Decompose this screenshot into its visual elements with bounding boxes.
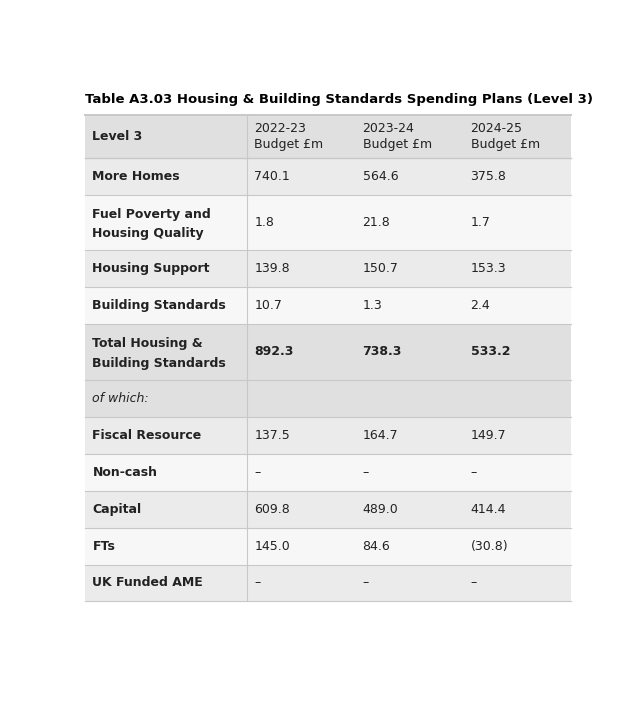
Text: Table A3.03 Housing & Building Standards Spending Plans (Level 3): Table A3.03 Housing & Building Standards… <box>84 93 593 106</box>
Text: 2.4: 2.4 <box>470 299 490 312</box>
Text: Budget £m: Budget £m <box>470 138 540 150</box>
Text: of which:: of which: <box>92 391 149 405</box>
Bar <box>84 115 572 158</box>
Bar <box>84 380 572 416</box>
Text: Budget £m: Budget £m <box>362 138 431 150</box>
Text: Total Housing &: Total Housing & <box>92 337 203 350</box>
Bar <box>84 195 572 250</box>
Text: 2023-24: 2023-24 <box>362 122 414 135</box>
Text: 375.8: 375.8 <box>470 170 506 183</box>
Text: –: – <box>362 577 369 590</box>
Text: 740.1: 740.1 <box>255 170 290 183</box>
Bar <box>84 250 572 287</box>
Text: Building Standards: Building Standards <box>92 356 226 369</box>
Text: 139.8: 139.8 <box>255 262 290 275</box>
Text: 1.7: 1.7 <box>470 216 490 229</box>
Text: 10.7: 10.7 <box>255 299 282 312</box>
Text: Capital: Capital <box>92 503 141 515</box>
Text: More Homes: More Homes <box>92 170 180 183</box>
Bar <box>84 565 572 602</box>
Text: Building Standards: Building Standards <box>92 299 226 312</box>
Text: –: – <box>255 466 260 478</box>
Bar <box>84 491 572 528</box>
Text: 489.0: 489.0 <box>362 503 398 515</box>
Text: –: – <box>255 577 260 590</box>
Text: 2024-25: 2024-25 <box>470 122 523 135</box>
Text: Housing Quality: Housing Quality <box>92 227 204 240</box>
Text: Fiscal Resource: Fiscal Resource <box>92 429 202 441</box>
Text: –: – <box>470 466 477 478</box>
Text: 84.6: 84.6 <box>362 540 390 553</box>
Bar <box>84 158 572 195</box>
Text: –: – <box>362 466 369 478</box>
Text: UK Funded AME: UK Funded AME <box>92 577 203 590</box>
Text: Budget £m: Budget £m <box>255 138 324 150</box>
Text: 738.3: 738.3 <box>362 346 402 359</box>
Text: 892.3: 892.3 <box>255 346 294 359</box>
Text: 150.7: 150.7 <box>362 262 398 275</box>
Text: Non-cash: Non-cash <box>92 466 157 478</box>
Text: (30.8): (30.8) <box>470 540 508 553</box>
Text: –: – <box>470 577 477 590</box>
Text: Level 3: Level 3 <box>92 130 143 143</box>
Text: 164.7: 164.7 <box>362 429 398 441</box>
Text: 2022-23: 2022-23 <box>255 122 307 135</box>
Bar <box>84 324 572 380</box>
Bar <box>84 287 572 324</box>
Text: 1.8: 1.8 <box>255 216 275 229</box>
Bar <box>84 528 572 565</box>
Text: 21.8: 21.8 <box>362 216 390 229</box>
Bar <box>84 453 572 491</box>
Text: Fuel Poverty and: Fuel Poverty and <box>92 207 211 221</box>
Text: 564.6: 564.6 <box>362 170 398 183</box>
Text: 1.3: 1.3 <box>362 299 382 312</box>
Text: 414.4: 414.4 <box>470 503 506 515</box>
Bar <box>84 416 572 453</box>
Text: 533.2: 533.2 <box>470 346 510 359</box>
Text: 145.0: 145.0 <box>255 540 290 553</box>
Text: 137.5: 137.5 <box>255 429 290 441</box>
Text: FTs: FTs <box>92 540 115 553</box>
Text: Housing Support: Housing Support <box>92 262 210 275</box>
Text: 149.7: 149.7 <box>470 429 506 441</box>
Text: 153.3: 153.3 <box>470 262 506 275</box>
Text: 609.8: 609.8 <box>255 503 290 515</box>
